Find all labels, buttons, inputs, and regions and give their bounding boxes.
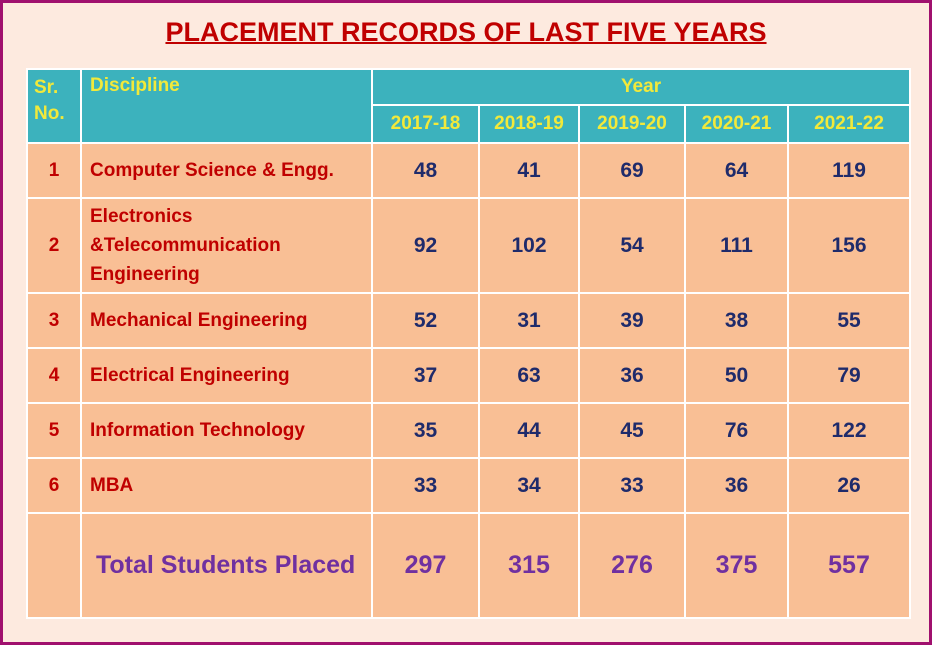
placed-count: 36 (684, 457, 789, 514)
total-row: Total Students Placed 297 315 276 375 557 (26, 512, 912, 619)
sr-no: 6 (26, 457, 82, 514)
placed-count: 39 (578, 292, 686, 349)
title: PLACEMENT RECORDS OF LAST FIVE YEARS (165, 17, 767, 47)
total-count: 276 (578, 512, 686, 619)
header-year-label: 2018-19 (478, 104, 580, 144)
data-row: 6 MBA 33 34 33 36 26 (26, 457, 912, 514)
placed-count: 102 (478, 197, 580, 294)
placed-count: 38 (684, 292, 789, 349)
data-row: 3 Mechanical Engineering 52 31 39 38 55 (26, 292, 912, 349)
placed-count: 55 (786, 292, 912, 349)
total-label: Total Students Placed (80, 512, 373, 619)
placed-count: 45 (578, 402, 686, 459)
table-body: Sr. No. Discipline Year 2017-18 2018-19 20… (26, 68, 912, 619)
header-years-row: 2017-18 2018-19 2019-20 2020-21 2021-22 (27, 104, 912, 144)
total-count: 297 (371, 512, 480, 619)
empty-cell (26, 512, 82, 619)
sr-no: 4 (26, 347, 82, 404)
discipline: Electronics &Telecommunication Engineeri… (80, 197, 373, 294)
placed-count: 48 (371, 142, 480, 199)
placed-count: 119 (786, 142, 912, 199)
sr-no: 3 (26, 292, 82, 349)
header-year-label: 2021-22 (786, 104, 912, 144)
placed-count: 36 (578, 347, 686, 404)
header-year-label: 2019-20 (578, 104, 686, 144)
placed-count: 111 (684, 197, 789, 294)
placed-count: 69 (578, 142, 686, 199)
data-row: 2 Electronics &Telecommunication Engineer… (26, 197, 912, 294)
placed-count: 26 (786, 457, 912, 514)
header-sr-no: Sr. No. (26, 68, 82, 144)
sr-no: 5 (26, 402, 82, 459)
total-count: 557 (786, 512, 912, 619)
discipline: Computer Science & Engg. (80, 142, 373, 199)
discipline: Information Technology (80, 402, 373, 459)
placed-count: 79 (786, 347, 912, 404)
sr-no: 2 (26, 197, 82, 294)
total-count: 315 (478, 512, 580, 619)
data-row: 4 Electrical Engineering 37 63 36 50 79 (26, 347, 912, 404)
header-discipline: Discipline (80, 68, 373, 144)
header-year-label: 2020-21 (684, 104, 789, 144)
discipline: Mechanical Engineering (80, 292, 373, 349)
header-year: Year (370, 68, 912, 106)
data-row: 1 Computer Science & Engg. 48 41 69 64 119 (26, 142, 912, 199)
placed-count: 33 (371, 457, 480, 514)
placed-count: 92 (371, 197, 480, 294)
placed-count: 37 (371, 347, 480, 404)
sr-no: 1 (26, 142, 82, 199)
placed-count: 50 (684, 347, 789, 404)
placed-count: 156 (786, 197, 912, 294)
header-row: Sr. No. Discipline Year (26, 68, 912, 144)
placed-count: 41 (478, 142, 580, 199)
data-row: 5 Information Technology 35 44 45 76 122 (26, 402, 912, 459)
header-year-label: 2017-18 (371, 104, 480, 144)
placed-count: 44 (478, 402, 580, 459)
placed-count: 64 (684, 142, 789, 199)
placed-count: 63 (478, 347, 580, 404)
placed-count: 31 (478, 292, 580, 349)
placed-count: 52 (371, 292, 480, 349)
total-count: 375 (684, 512, 789, 619)
discipline: Electrical Engineering (80, 347, 373, 404)
placed-count: 54 (578, 197, 686, 294)
placed-count: 122 (786, 402, 912, 459)
placement-table: Sr. No. Discipline Year 2017-18 2018-19 20… (26, 68, 912, 619)
discipline: MBA (80, 457, 373, 514)
placed-count: 35 (371, 402, 480, 459)
placed-count: 34 (478, 457, 580, 514)
placed-count: 33 (578, 457, 686, 514)
placed-count: 76 (684, 402, 789, 459)
